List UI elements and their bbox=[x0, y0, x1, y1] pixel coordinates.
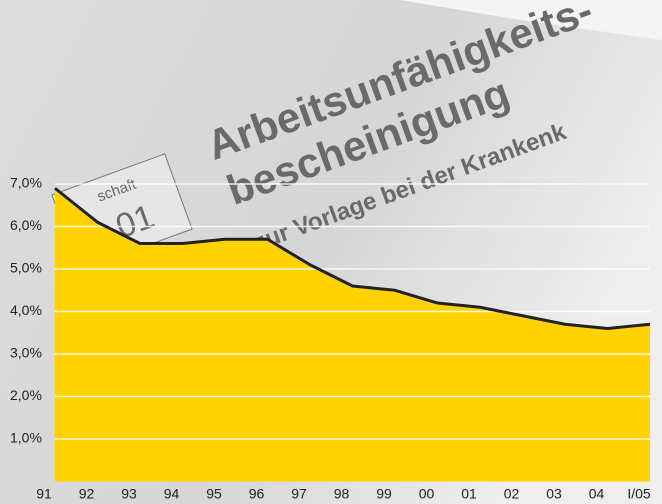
area bbox=[55, 188, 650, 482]
y-tick-label: 7,0% bbox=[10, 175, 42, 191]
x-tick-label: 04 bbox=[589, 486, 605, 502]
x-tick-label: 91 bbox=[36, 486, 52, 502]
x-tick-label: 94 bbox=[164, 486, 180, 502]
x-tick-label: 00 bbox=[419, 486, 435, 502]
y-tick-label: 6,0% bbox=[10, 217, 42, 233]
y-tick-label: 3,0% bbox=[10, 345, 42, 361]
x-tick-label: I/05 bbox=[627, 486, 651, 502]
x-tick-label: 93 bbox=[121, 486, 137, 502]
x-tick-label: 92 bbox=[79, 486, 95, 502]
x-tick-label: 97 bbox=[291, 486, 307, 502]
paper-highlight bbox=[400, 0, 662, 40]
x-tick-label: 99 bbox=[376, 486, 392, 502]
x-tick-label: 01 bbox=[461, 486, 477, 502]
y-tick-label: 1,0% bbox=[10, 430, 42, 446]
y-tick-label: 5,0% bbox=[10, 260, 42, 276]
line bbox=[54, 187, 651, 331]
x-tick-label: 98 bbox=[334, 486, 350, 502]
x-tick-label: 96 bbox=[249, 486, 265, 502]
x-tick-label: 02 bbox=[504, 486, 520, 502]
y-tick-label: 2,0% bbox=[10, 387, 42, 403]
y-tick-label: 4,0% bbox=[10, 302, 42, 318]
x-tick-label: 03 bbox=[546, 486, 562, 502]
x-tick-label: 95 bbox=[206, 486, 222, 502]
